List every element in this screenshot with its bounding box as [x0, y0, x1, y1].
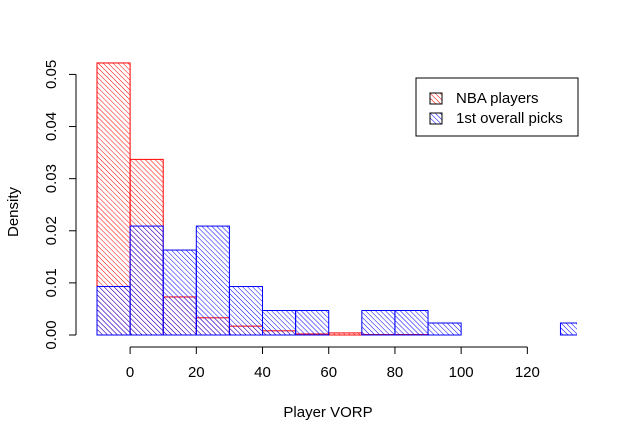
- x-tick-label: 20: [188, 364, 205, 381]
- x-tick-label: 40: [254, 364, 271, 381]
- bar-1st-overall-picks-0: [96, 286, 131, 336]
- legend-swatch-nba-players: [429, 92, 443, 105]
- x-axis-title: Player VORP: [283, 404, 372, 421]
- y-tick-label: 0.03: [43, 164, 60, 193]
- legend-box: [415, 77, 579, 137]
- bar-1st-overall-picks-10: [427, 322, 462, 336]
- bar-1st-overall-picks-8: [361, 310, 396, 336]
- y-tick-label: 0.02: [43, 216, 60, 245]
- bar-1st-overall-picks-6: [295, 310, 330, 336]
- bar-nba-players-7: [328, 332, 363, 336]
- y-tick-label: 0.05: [43, 60, 60, 89]
- x-tick-label: 60: [320, 364, 337, 381]
- y-tick-label: 0.04: [43, 112, 60, 141]
- y-tick-label: 0.00: [43, 320, 60, 349]
- x-tick-label: 80: [387, 364, 404, 381]
- bar-1st-overall-picks-1: [129, 225, 164, 336]
- y-axis: 0.00 0.01 0.02 0.03 0.04 0.05: [43, 60, 77, 350]
- bar-1st-overall-picks-9: [394, 310, 429, 336]
- x-axis: 0 20 40 60 80 100 120: [126, 346, 540, 381]
- x-tick-label: 100: [449, 364, 474, 381]
- bar-1st-overall-picks-3: [195, 225, 230, 336]
- legend-label-1st-overall-picks: 1st overall picks: [456, 110, 563, 127]
- bar-1st-overall-picks-14: [559, 322, 577, 336]
- bar-1st-overall-picks-4: [228, 286, 264, 336]
- bars-layer: [96, 62, 577, 336]
- bar-1st-overall-picks-5: [262, 310, 297, 336]
- legend: NBA players 1st overall picks: [415, 77, 579, 137]
- x-tick-label: 0: [126, 364, 134, 381]
- x-tick-label: 120: [515, 364, 540, 381]
- legend-label-nba-players: NBA players: [456, 90, 539, 107]
- y-axis-title: Density: [5, 186, 22, 237]
- legend-swatch-1st-overall-picks: [429, 112, 443, 125]
- y-tick-label: 0.01: [43, 268, 60, 297]
- bar-1st-overall-picks-2: [162, 249, 197, 336]
